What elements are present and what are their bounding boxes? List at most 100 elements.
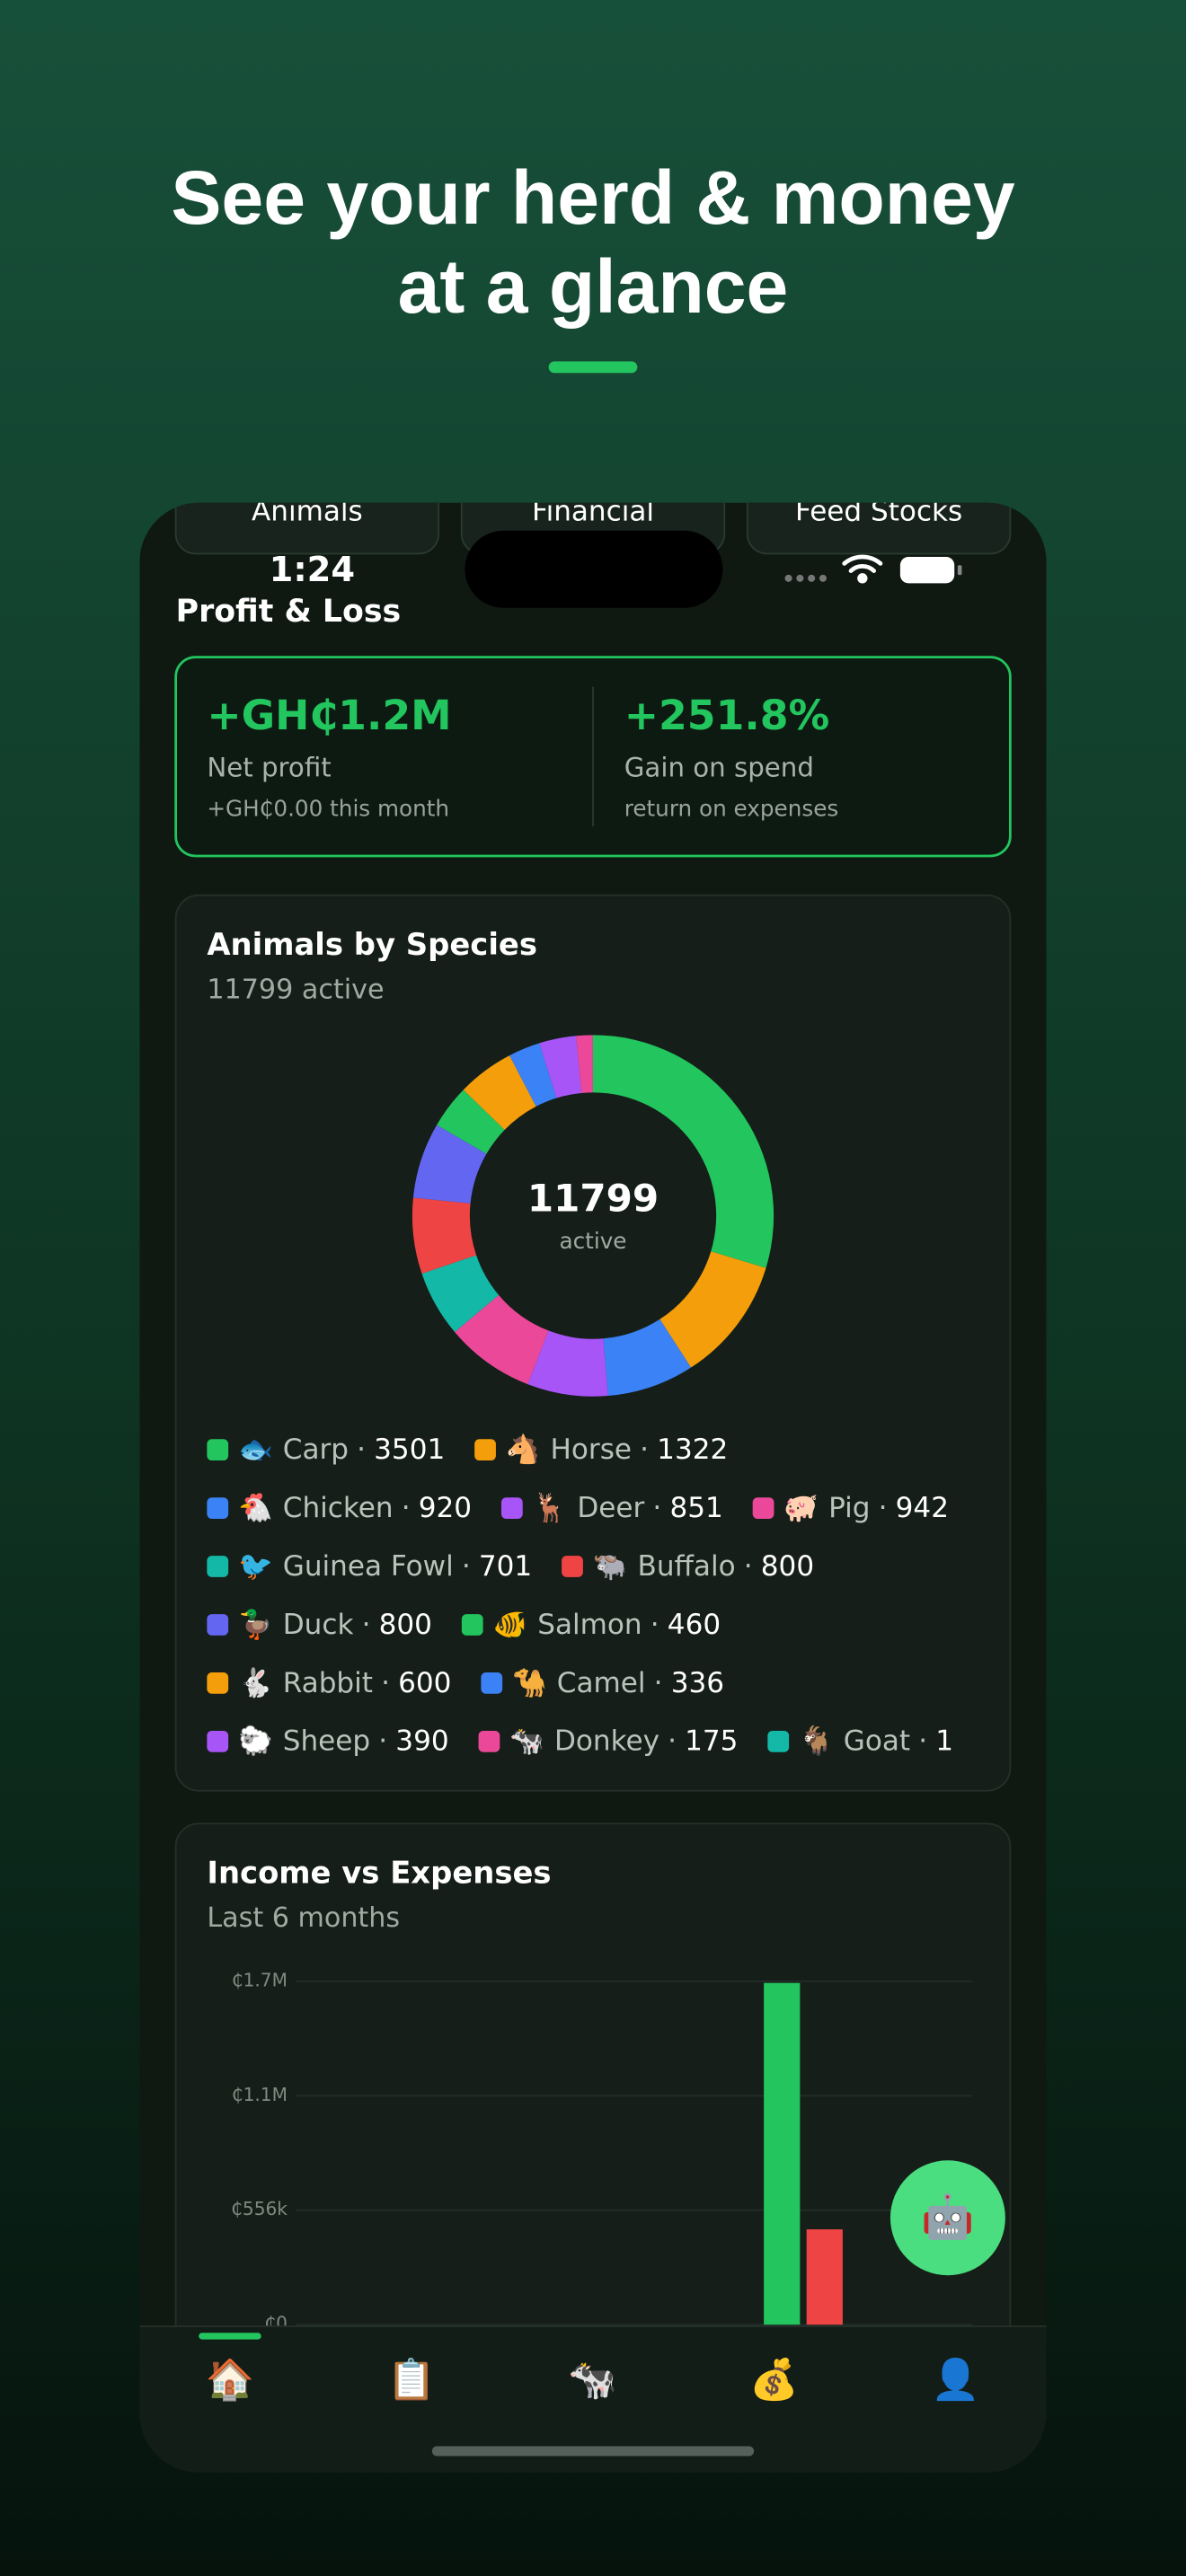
status-time: 1:24	[270, 550, 355, 590]
legend-value: 851	[669, 1492, 722, 1524]
y-tick-label: ₵1.1M	[232, 2084, 288, 2105]
legend-separator: ·	[654, 1667, 663, 1699]
donut-segment	[421, 1255, 500, 1333]
nav-items: 🏠 📋 🐄 💰 👤	[206, 2357, 980, 2403]
legend-name: Camel	[557, 1667, 646, 1699]
legend-name: Deer	[577, 1492, 644, 1524]
tab[interactable]	[746, 468, 1012, 555]
legend-value: 390	[395, 1725, 448, 1758]
donut-segment	[603, 1319, 692, 1397]
legend-icon: 🐑	[238, 1724, 273, 1758]
legend-swatch	[752, 1497, 774, 1519]
legend-separator: ·	[918, 1725, 927, 1758]
battery-icon	[899, 557, 955, 584]
donut-segment	[455, 1294, 549, 1385]
tab-label[interactable]: Animals	[252, 496, 363, 528]
gain: +251.8%	[624, 692, 830, 739]
legend-icon: 🐇	[238, 1666, 273, 1699]
legend-separator: ·	[651, 1609, 659, 1641]
legend-icon: 🐠	[493, 1609, 528, 1641]
bar	[764, 1982, 801, 2325]
legend-separator: ·	[378, 1725, 387, 1758]
legend-separator: ·	[668, 1725, 677, 1758]
donut-segment	[412, 1197, 477, 1274]
legend-value: 336	[671, 1667, 724, 1699]
bar	[806, 2229, 843, 2325]
net-profit-label: Net profit	[207, 753, 331, 783]
net-profit: +GH₵1.2M	[207, 692, 451, 739]
legend-icon: 🐴	[506, 1433, 541, 1466]
tab-label[interactable]: Financial	[532, 496, 654, 528]
donut-center-value: 11799	[527, 1177, 659, 1221]
nav-item[interactable]: 🐄	[568, 2357, 617, 2403]
legend-value: 800	[761, 1550, 814, 1583]
legend-name: Duck	[283, 1609, 354, 1641]
tab-label[interactable]: Feed Stocks	[795, 496, 962, 528]
legend-swatch	[474, 1439, 496, 1461]
legend-swatch	[207, 1497, 229, 1519]
phone: Animals Financial Feed Stocks 1:24 Profi…	[139, 468, 1047, 2473]
donut-segment	[509, 1043, 557, 1107]
tab[interactable]	[174, 468, 440, 555]
legend-value: 942	[896, 1492, 949, 1524]
legend-value: 600	[398, 1667, 451, 1699]
legend-swatch	[207, 1439, 229, 1461]
donut-segment	[593, 1035, 774, 1268]
legend-icon: 🐦	[238, 1550, 273, 1583]
y-tick-label: ₵556k	[231, 2198, 288, 2219]
battery-tip	[957, 565, 962, 576]
bar-chart: ₵0₵556k₵1.1M₵1.7M	[231, 1969, 973, 2334]
nav-item[interactable]: 💰	[749, 2357, 799, 2403]
donut-center-label: active	[560, 1228, 627, 1254]
dynamic-island	[465, 530, 723, 608]
legend-separator: ·	[744, 1550, 753, 1583]
legend-name: Horse	[551, 1434, 632, 1466]
nav-item[interactable]: 👤	[931, 2357, 980, 2403]
nav-item[interactable]: 🏠	[206, 2357, 255, 2403]
legend-icon: 🐔	[238, 1492, 273, 1524]
legend-value: 701	[479, 1550, 532, 1583]
legend-name: Pig	[828, 1492, 870, 1524]
legend-icon: 🐄	[509, 1725, 544, 1758]
legend-icon: 🦆	[238, 1608, 273, 1641]
legend-swatch	[481, 1672, 503, 1694]
card-title: Animals by Species	[207, 927, 537, 962]
card-subtitle: 11799 active	[207, 974, 384, 1005]
legend-separator: ·	[462, 1550, 471, 1583]
legend: 🐟 Carp · 3501 🐴 Horse · 1322🐔 Chicken · 920 🦌 Deer · 8…	[207, 1433, 953, 1758]
legend-swatch	[207, 1556, 229, 1577]
legend-swatch	[461, 1614, 483, 1636]
net-profit-note: +GH₵0.00 this month	[207, 796, 449, 822]
donut-segment	[527, 1330, 608, 1397]
assistant-icon[interactable]: 🤖	[921, 2192, 974, 2242]
legend-name: Sheep	[283, 1725, 370, 1758]
legend-separator: ·	[381, 1667, 390, 1699]
legend-separator: ·	[879, 1492, 888, 1524]
legend-value: 800	[379, 1609, 432, 1641]
nav-item[interactable]: 📋	[386, 2357, 436, 2403]
legend-icon: 🐖	[783, 1492, 819, 1524]
donut-segment	[463, 1055, 536, 1130]
card-title: Income vs Expenses	[207, 1855, 551, 1890]
assistant-button[interactable]	[890, 2160, 1005, 2276]
legend-name: Buffalo	[638, 1550, 736, 1583]
section-title: Profit & Loss	[176, 594, 402, 630]
donut-segment	[412, 1125, 487, 1204]
legend-icon: 🐐	[799, 1725, 834, 1758]
legend-icon: 🦌	[533, 1491, 568, 1524]
headline: See your herd & money	[171, 155, 1015, 240]
legend-icon: 🐪	[512, 1667, 547, 1699]
legend-separator: ·	[402, 1492, 411, 1524]
signal-icon	[784, 574, 827, 582]
donut-segment	[437, 1090, 505, 1154]
home-indicator	[431, 2446, 755, 2457]
donut-segment	[539, 1036, 582, 1098]
donut	[412, 1035, 774, 1397]
legend-separator: ·	[652, 1492, 661, 1524]
legend-value: 1	[935, 1725, 953, 1758]
headline: at a glance	[398, 244, 789, 329]
legend-icon: 🐟	[238, 1434, 273, 1466]
legend-value: 460	[668, 1609, 721, 1641]
